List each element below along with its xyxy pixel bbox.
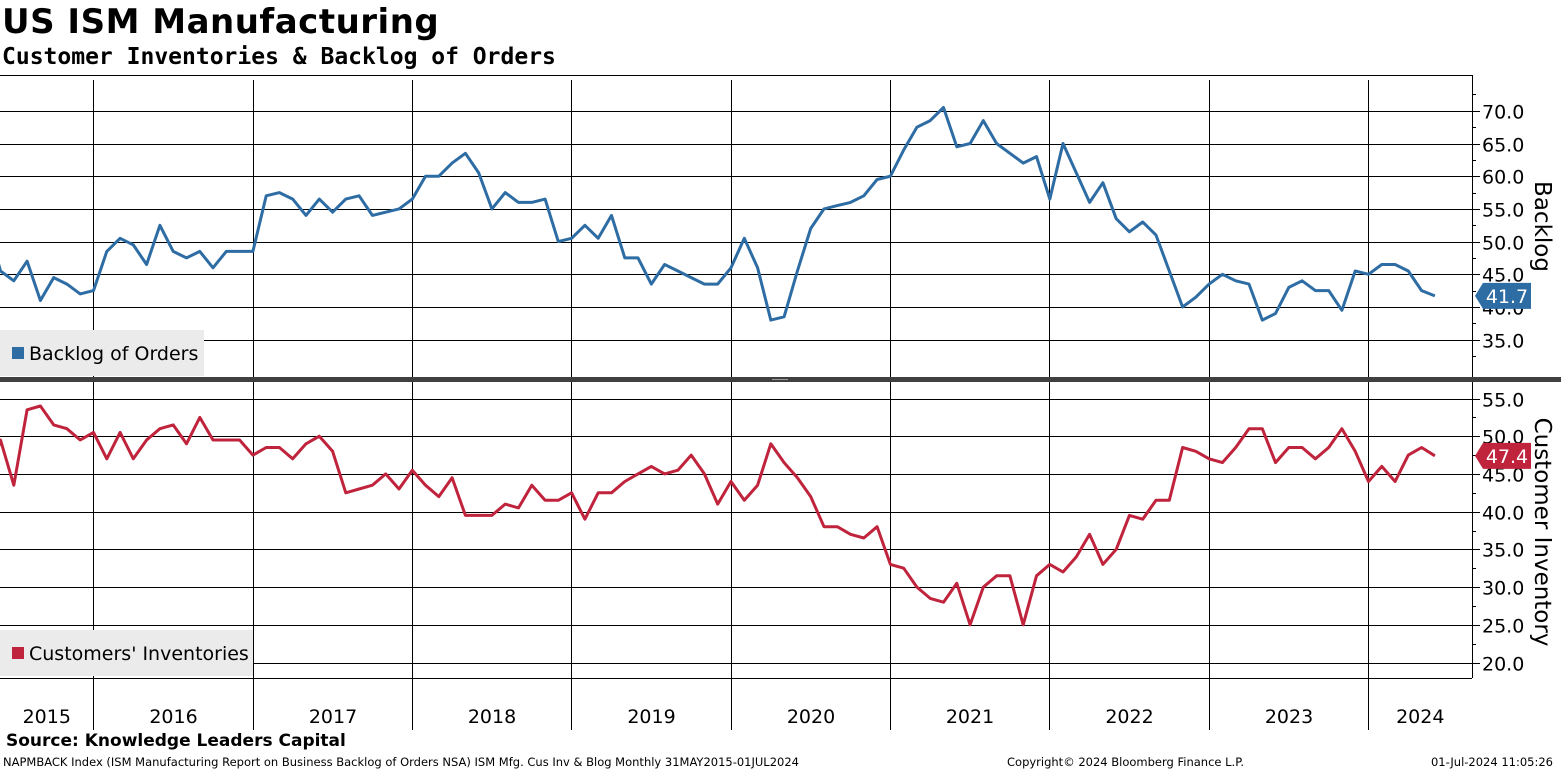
y-tick-label: 30.0 (1482, 578, 1524, 600)
source-note: Source: Knowledge Leaders Capital (6, 731, 346, 751)
x-tick-label: 2023 (1265, 706, 1313, 728)
y-tick-label: 40.0 (1482, 503, 1524, 525)
y-tick-label: 35.0 (1482, 331, 1524, 353)
x-tick-label: 2018 (468, 706, 516, 728)
y-axis-title: Customer Inventory (1529, 418, 1555, 647)
legend-box (0, 330, 204, 376)
y-tick-label: 70.0 (1482, 102, 1524, 124)
x-tick-label: 2015 (23, 706, 71, 728)
legend-label: Backlog of Orders (29, 343, 198, 365)
x-tick-label: 2017 (309, 706, 357, 728)
legend-swatch (12, 347, 24, 359)
last-value-tag (1475, 442, 1531, 469)
x-tick-label: 2021 (946, 706, 994, 728)
legend-label: Customers' Inventories (29, 643, 249, 665)
chart-title: US ISM Manufacturing (2, 2, 440, 42)
y-tick-label: 45.0 (1482, 465, 1524, 487)
x-tick-label: 2024 (1396, 706, 1444, 728)
legend-box (0, 630, 253, 676)
x-tick-label: 2019 (627, 706, 675, 728)
y-tick-label: 45.0 (1482, 265, 1524, 287)
y-tick-label: 35.0 (1482, 540, 1524, 562)
y-axis-title: Backlog (1529, 181, 1555, 272)
last-value-label: 47.4 (1486, 446, 1528, 468)
legend-swatch (12, 647, 24, 659)
x-tick-label: 2020 (787, 706, 835, 728)
y-tick-label: 65.0 (1482, 135, 1524, 157)
series-line-backlog (0, 106, 1436, 322)
y-tick-label: 60.0 (1482, 167, 1524, 189)
timestamp: 01-Jul-2024 11:05:26 (1430, 755, 1553, 769)
x-tick-label: 2016 (149, 706, 197, 728)
y-tick-label: 25.0 (1482, 616, 1524, 638)
series-line-inventories (0, 404, 1436, 627)
copyright-note: Copyright© 2024 Bloomberg Finance L.P. (1007, 755, 1244, 769)
last-value-label: 41.7 (1486, 286, 1528, 308)
y-tick-label: 55.0 (1482, 200, 1524, 222)
series-description: NAPMBACK Index (ISM Manufacturing Report… (3, 755, 799, 769)
chart-subtitle: Customer Inventories & Backlog of Orders (2, 44, 556, 70)
x-tick-label: 2022 (1105, 706, 1153, 728)
y-tick-label: 55.0 (1482, 390, 1524, 412)
y-tick-label: 20.0 (1482, 654, 1524, 676)
y-tick-label: 50.0 (1482, 233, 1524, 255)
last-value-tag (1475, 282, 1531, 309)
